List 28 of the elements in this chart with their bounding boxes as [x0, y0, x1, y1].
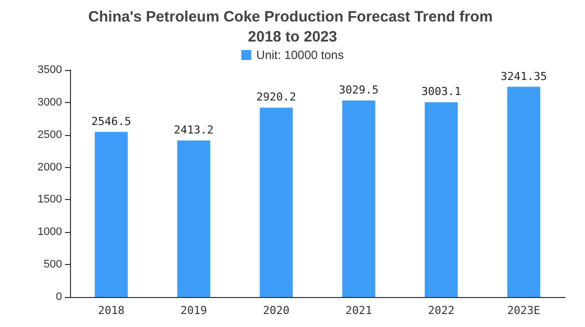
y-tick-label: 3500 — [38, 64, 62, 76]
x-tick-label: 2021 — [346, 304, 372, 317]
y-tick-label: 1500 — [38, 194, 62, 206]
data-label: 2920.2 — [256, 90, 296, 104]
data-label: 2546.5 — [91, 114, 132, 128]
data-label: 3003.1 — [421, 85, 462, 98]
x-tick-label: 2022 — [428, 304, 454, 317]
legend-label: Unit: 10000 tons — [256, 48, 344, 62]
y-tick-label: 500 — [44, 258, 62, 271]
bar — [177, 140, 210, 297]
y-tick-label: 2000 — [38, 161, 62, 174]
y-tick-label: 1000 — [38, 226, 62, 238]
y-tick-label: 2500 — [38, 128, 62, 141]
bar — [94, 132, 128, 297]
bar — [507, 86, 540, 297]
bar — [342, 100, 376, 297]
chart-title: China's Petroleum Coke Production Forecast Trend from 2018 to 2023 — [88, 8, 497, 46]
x-tick-label: 2020 — [263, 304, 290, 317]
x-tick-label: 2023E — [507, 304, 540, 317]
bar — [260, 108, 293, 297]
bar — [424, 102, 458, 297]
y-tick-label: 3000 — [38, 96, 62, 108]
data-label: 2413.2 — [174, 123, 214, 136]
data-label: 3029.5 — [338, 84, 379, 97]
y-tick-label: 0 — [56, 291, 62, 303]
data-label: 3241.35 — [500, 70, 547, 83]
x-tick-label: 2019 — [180, 304, 207, 317]
x-tick-label: 2018 — [98, 304, 124, 317]
